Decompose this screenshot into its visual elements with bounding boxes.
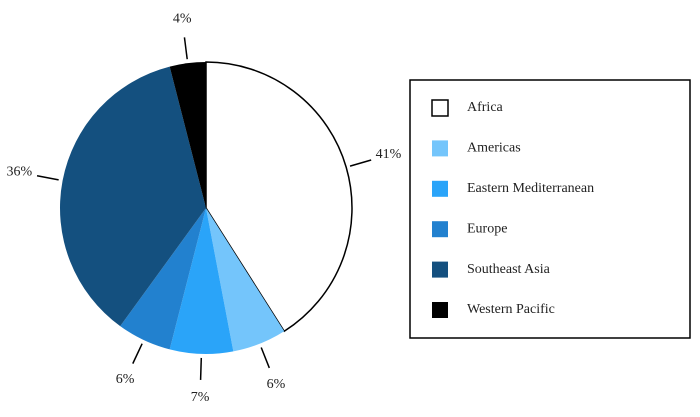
data-label: 4% bbox=[173, 12, 192, 27]
pie-slice bbox=[206, 208, 285, 352]
legend-swatch bbox=[432, 180, 448, 197]
legend-label: Western Pacific bbox=[467, 302, 555, 317]
leader-line bbox=[349, 159, 372, 167]
data-label: 36% bbox=[7, 165, 33, 180]
data-label: 6% bbox=[267, 377, 286, 392]
pie-slice bbox=[60, 66, 207, 327]
legend-swatch bbox=[432, 302, 448, 318]
legend-swatch bbox=[432, 140, 448, 157]
legend-swatch bbox=[432, 261, 448, 278]
legend-label: Americas bbox=[467, 141, 521, 156]
legend-label: Eastern Mediterranean bbox=[467, 181, 594, 196]
leader-line bbox=[199, 357, 203, 380]
data-label: 6% bbox=[116, 372, 135, 387]
leader-line bbox=[260, 347, 271, 369]
pie-slice bbox=[169, 62, 206, 208]
leader-line bbox=[183, 37, 188, 60]
legend-label: Europe bbox=[467, 221, 507, 236]
pie-slice bbox=[120, 208, 206, 350]
pie-slice bbox=[169, 208, 234, 354]
leader-line bbox=[132, 343, 143, 364]
data-label: 41% bbox=[376, 147, 402, 162]
data-label: 7% bbox=[191, 390, 210, 405]
legend-label: Africa bbox=[467, 100, 504, 115]
pie-slice bbox=[205, 61, 353, 333]
legend-swatch bbox=[431, 99, 449, 117]
legend-swatch bbox=[432, 221, 448, 238]
legend-box bbox=[409, 79, 691, 339]
legend-label: Southeast Asia bbox=[467, 262, 551, 277]
leader-line bbox=[36, 175, 59, 181]
